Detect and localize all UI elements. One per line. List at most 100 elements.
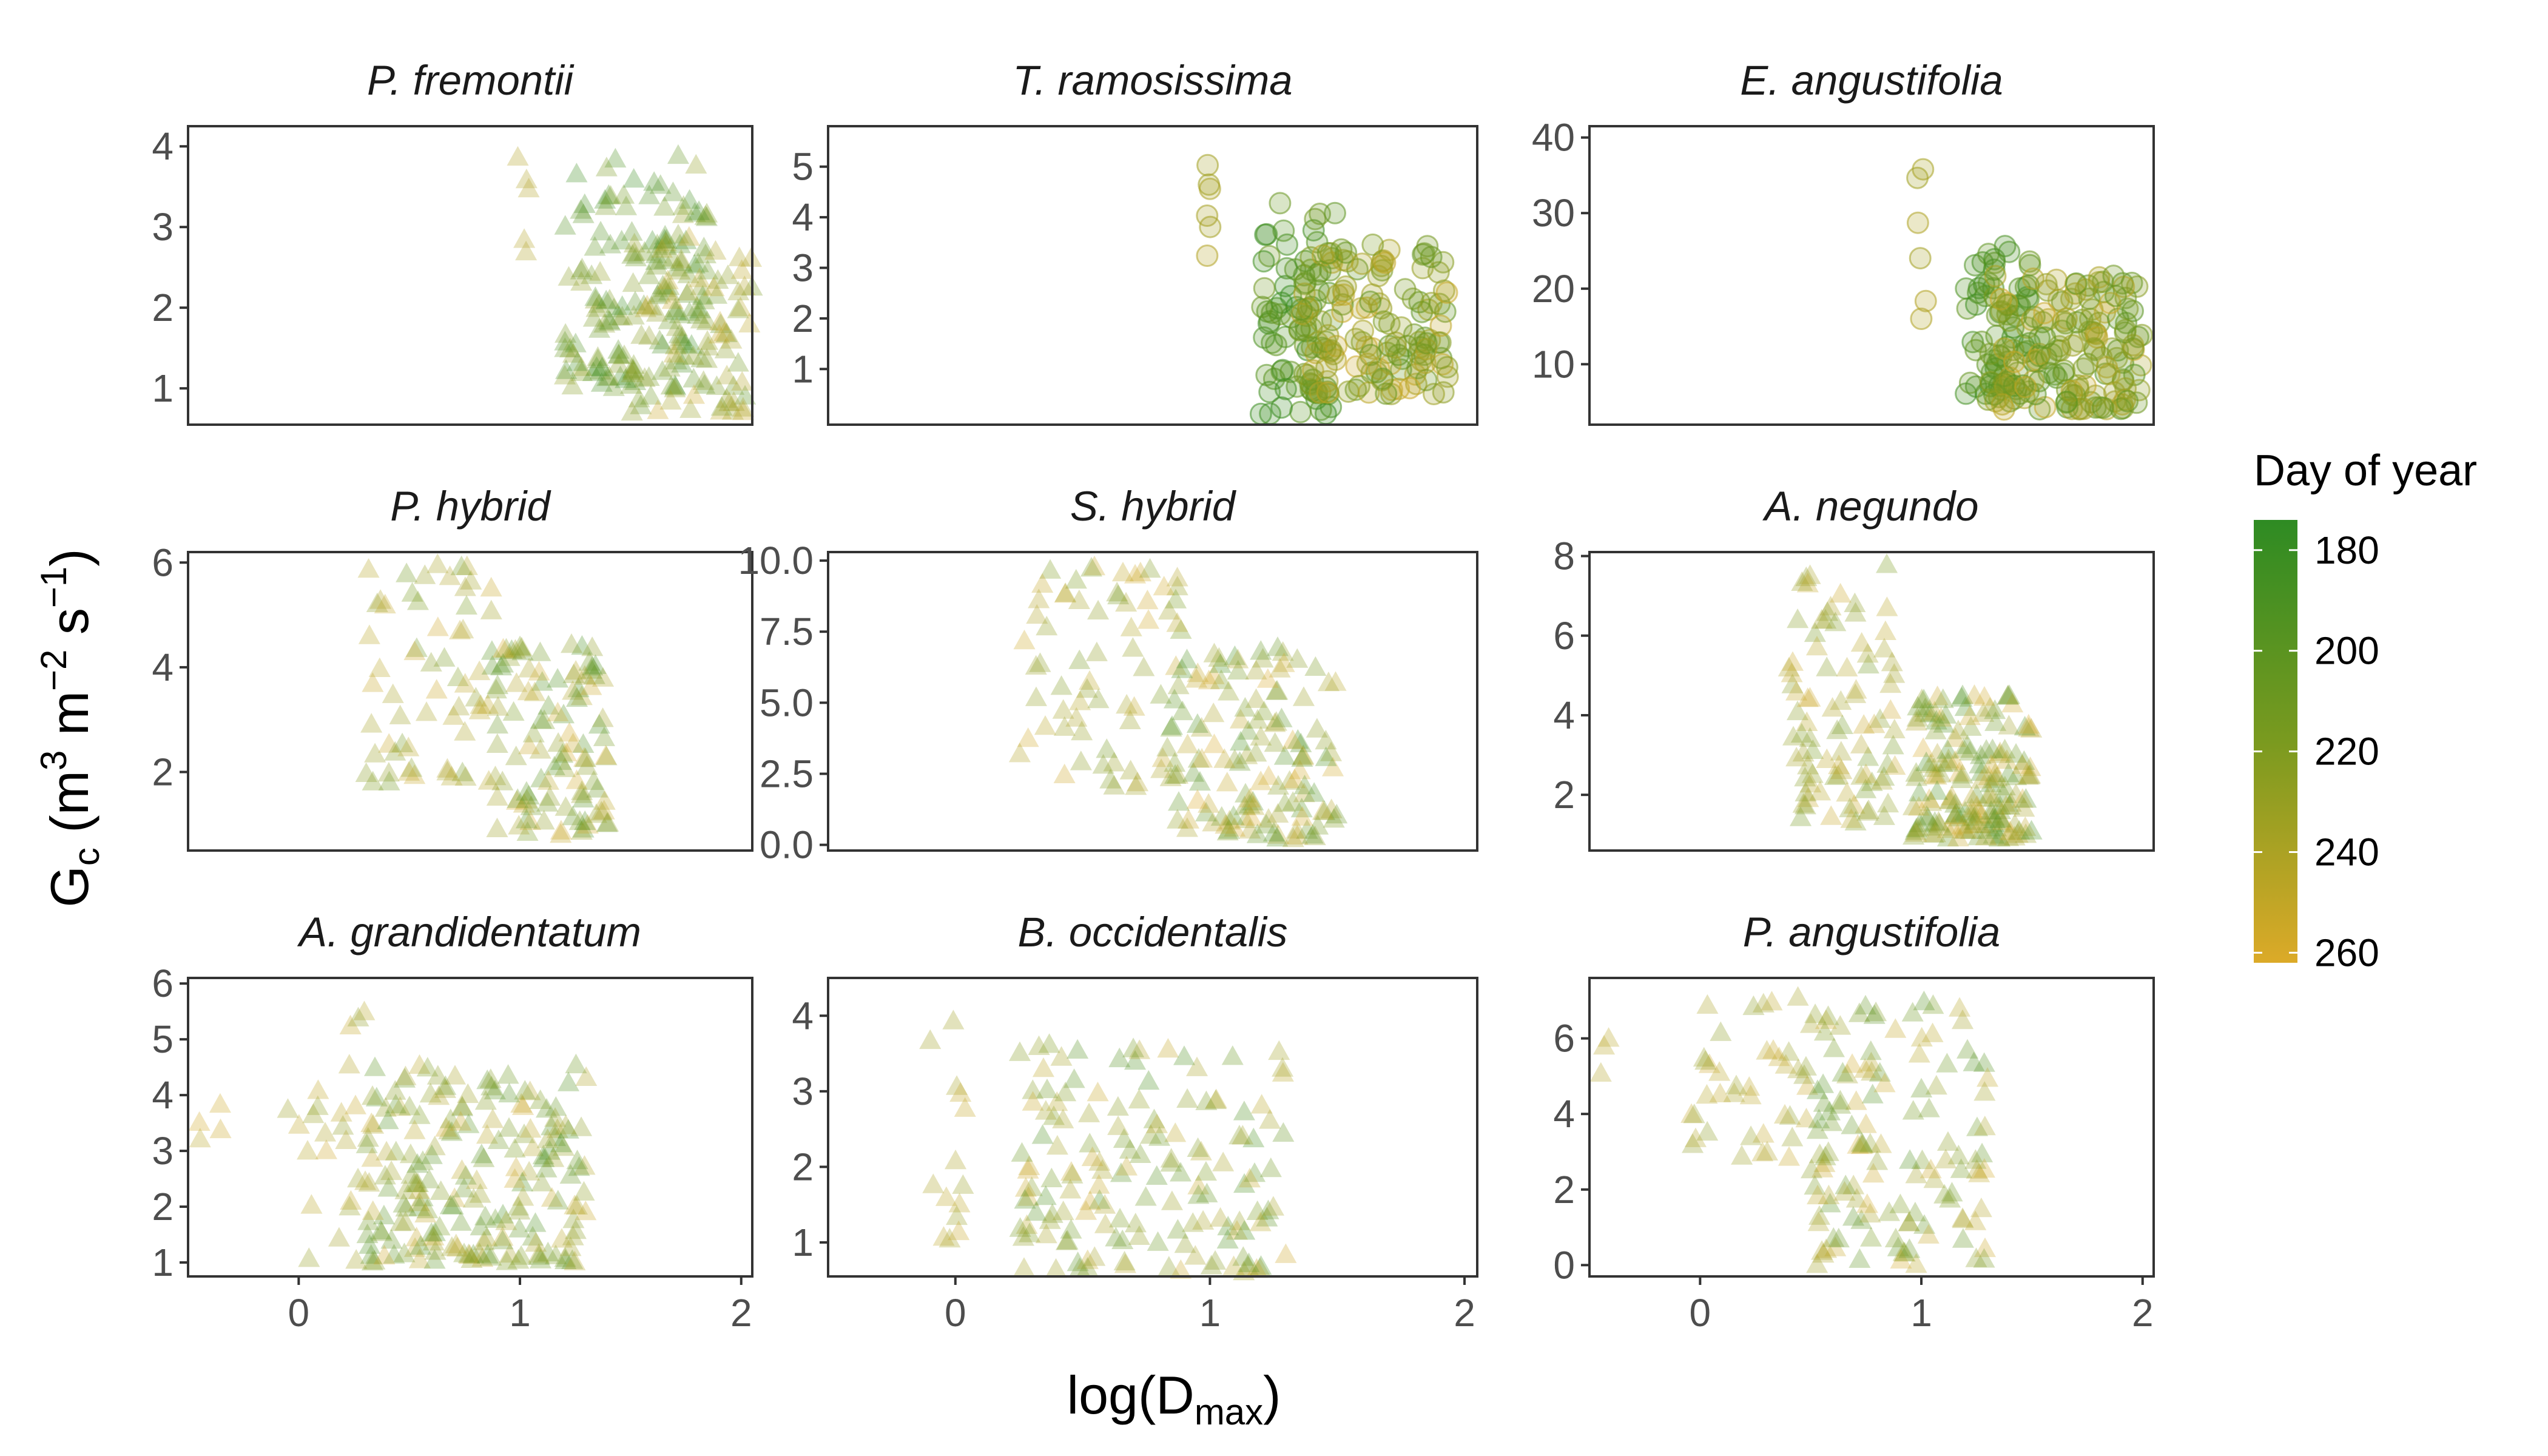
data-point bbox=[1292, 746, 1314, 766]
panel-title: B. occidentalis bbox=[1018, 909, 1288, 956]
data-point bbox=[589, 360, 612, 380]
data-point bbox=[723, 375, 745, 395]
data-point bbox=[1799, 1013, 1822, 1033]
data-point bbox=[499, 1243, 521, 1263]
data-point bbox=[1246, 823, 1269, 843]
data-point bbox=[457, 1113, 480, 1133]
data-point bbox=[2014, 816, 2037, 836]
data-point bbox=[1999, 820, 2021, 840]
data-point bbox=[2091, 396, 2114, 419]
data-point bbox=[462, 1188, 485, 1208]
data-point bbox=[1980, 804, 2002, 824]
data-point bbox=[468, 699, 491, 720]
data-point bbox=[416, 1198, 439, 1219]
data-point bbox=[1050, 675, 1073, 695]
panel-frame bbox=[1588, 125, 2155, 426]
data-point bbox=[715, 388, 738, 408]
data-point bbox=[575, 1066, 598, 1086]
data-point bbox=[598, 289, 621, 309]
data-point bbox=[1210, 806, 1233, 826]
data-point bbox=[465, 687, 487, 707]
data-point bbox=[1401, 287, 1424, 310]
data-point bbox=[678, 189, 701, 209]
data-point bbox=[1075, 1200, 1097, 1220]
data-point bbox=[524, 1212, 547, 1232]
data-point bbox=[1808, 1108, 1830, 1128]
data-point bbox=[1870, 1133, 1892, 1153]
data-point bbox=[1034, 1185, 1057, 1205]
data-point bbox=[2116, 389, 2139, 413]
data-point bbox=[1156, 736, 1179, 757]
data-point bbox=[1158, 1256, 1180, 1276]
data-point bbox=[522, 723, 545, 743]
data-point bbox=[2005, 766, 2027, 786]
data-point bbox=[1597, 1027, 1620, 1047]
data-point bbox=[715, 322, 738, 342]
data-point bbox=[1215, 814, 1237, 834]
data-point bbox=[449, 619, 471, 639]
data-point bbox=[615, 195, 638, 215]
data-point bbox=[1120, 616, 1142, 636]
data-point bbox=[1099, 769, 1122, 789]
data-point bbox=[1269, 658, 1291, 678]
data-point bbox=[638, 265, 660, 285]
data-point bbox=[507, 1196, 530, 1216]
data-point bbox=[599, 234, 622, 254]
data-point bbox=[189, 1128, 211, 1148]
data-point bbox=[575, 747, 597, 767]
data-point bbox=[1262, 821, 1285, 842]
data-point bbox=[647, 399, 669, 419]
data-point bbox=[1076, 1256, 1099, 1277]
data-point bbox=[345, 1249, 368, 1269]
data-point bbox=[1933, 1184, 1956, 1204]
data-point bbox=[1876, 753, 1899, 773]
data-point bbox=[2008, 820, 2031, 840]
data-point bbox=[661, 289, 684, 309]
data-point bbox=[1076, 1249, 1099, 1269]
panel-title: P. hybrid bbox=[390, 483, 551, 530]
data-point bbox=[1195, 1161, 1217, 1181]
data-point bbox=[621, 362, 643, 382]
data-point bbox=[1994, 376, 2017, 399]
data-point bbox=[315, 1139, 337, 1159]
data-point bbox=[658, 281, 681, 301]
data-point bbox=[1237, 720, 1259, 740]
data-point bbox=[504, 1168, 526, 1188]
data-point bbox=[1944, 727, 1967, 747]
data-point bbox=[502, 701, 525, 721]
data-point bbox=[658, 309, 680, 329]
data-point bbox=[414, 564, 436, 584]
data-point bbox=[1208, 647, 1230, 667]
data-point bbox=[1187, 748, 1210, 768]
data-point bbox=[507, 788, 529, 808]
data-point bbox=[1850, 1134, 1873, 1154]
data-point bbox=[476, 1244, 499, 1264]
data-point bbox=[426, 616, 449, 636]
data-point bbox=[706, 284, 728, 304]
data-point bbox=[1134, 1186, 1157, 1206]
data-point bbox=[598, 184, 620, 204]
data-point bbox=[1034, 1100, 1057, 1120]
data-point bbox=[555, 741, 578, 761]
data-point bbox=[1951, 684, 1973, 704]
data-point bbox=[517, 680, 539, 701]
data-point bbox=[1930, 707, 1952, 727]
data-point bbox=[1148, 1126, 1171, 1146]
data-point bbox=[1253, 277, 1276, 300]
data-point bbox=[1806, 1079, 1828, 1099]
data-point bbox=[1815, 1238, 1838, 1258]
data-point bbox=[1309, 310, 1332, 333]
data-point bbox=[1108, 1047, 1131, 1068]
data-point bbox=[1964, 1149, 1987, 1169]
data-point bbox=[1065, 568, 1087, 589]
data-point bbox=[1255, 363, 1278, 386]
data-point bbox=[2013, 797, 2035, 817]
data-point bbox=[564, 1219, 587, 1239]
data-point bbox=[1187, 1184, 1210, 1204]
data-point bbox=[685, 153, 707, 174]
data-point bbox=[1039, 559, 1062, 579]
data-point bbox=[1970, 330, 1994, 353]
data-point bbox=[1997, 684, 2020, 704]
data-point bbox=[645, 302, 668, 322]
data-point bbox=[607, 343, 630, 363]
